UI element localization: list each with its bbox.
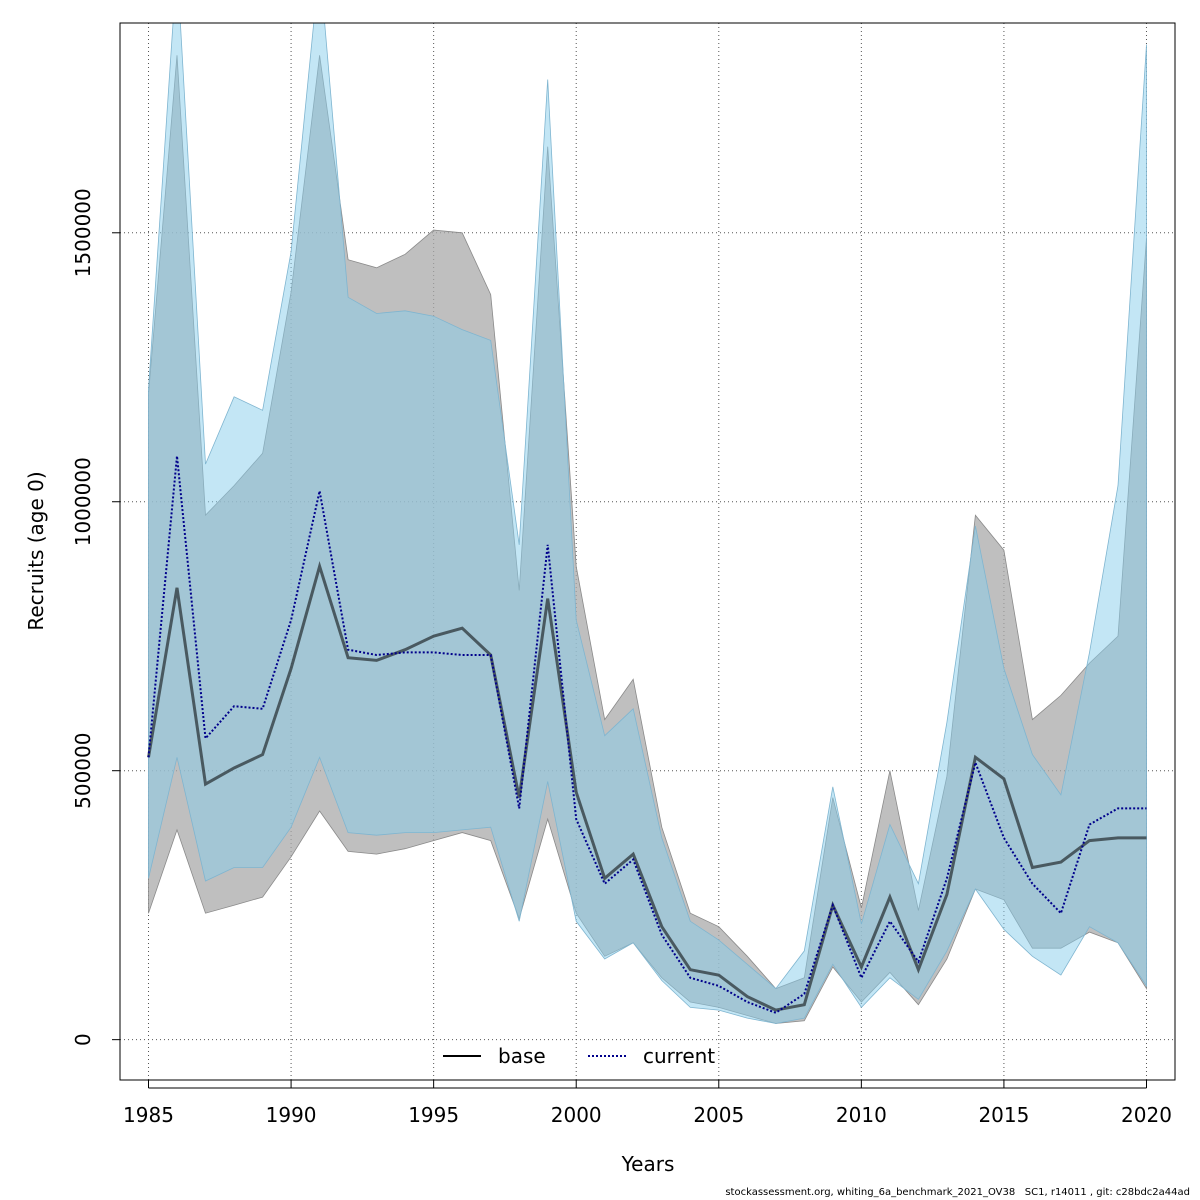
confidence-bands — [148, 23, 1147, 1024]
y-axis: 0 500000 1000000 1500000 — [71, 188, 120, 1046]
x-tick-label: 1985 — [123, 1103, 174, 1127]
legend-label-current: current — [643, 1044, 715, 1068]
x-axis-label: Years — [621, 1152, 675, 1176]
x-axis: 1985 1990 1995 2000 2005 2010 2015 2020 — [123, 1080, 1172, 1127]
y-tick-label: 0 — [71, 1033, 95, 1046]
y-tick-label: 500000 — [71, 733, 95, 809]
y-axis-label: Recruits (age 0) — [24, 471, 48, 630]
series-lines — [147, 455, 1147, 1014]
footer-caption: stockassessment.org, whiting_6a_benchmar… — [725, 1187, 1190, 1198]
legend: base current — [443, 1044, 715, 1068]
plot-frame — [119, 22, 1176, 1081]
series-line-current — [147, 455, 1147, 1014]
confidence-band-current — [148, 23, 1147, 1024]
x-tick-label: 2020 — [1121, 1103, 1172, 1127]
x-tick-label: 1995 — [408, 1103, 459, 1127]
x-tick-label: 2010 — [836, 1103, 887, 1127]
x-tick-label: 2005 — [693, 1103, 744, 1127]
x-tick-label: 2000 — [551, 1103, 602, 1127]
y-tick-label: 1500000 — [71, 188, 95, 277]
legend-label-base: base — [498, 1044, 546, 1068]
x-tick-label: 1990 — [266, 1103, 317, 1127]
x-tick-label: 2015 — [978, 1103, 1029, 1127]
series-line-base — [147, 561, 1147, 1012]
y-tick-label: 1000000 — [71, 457, 95, 546]
